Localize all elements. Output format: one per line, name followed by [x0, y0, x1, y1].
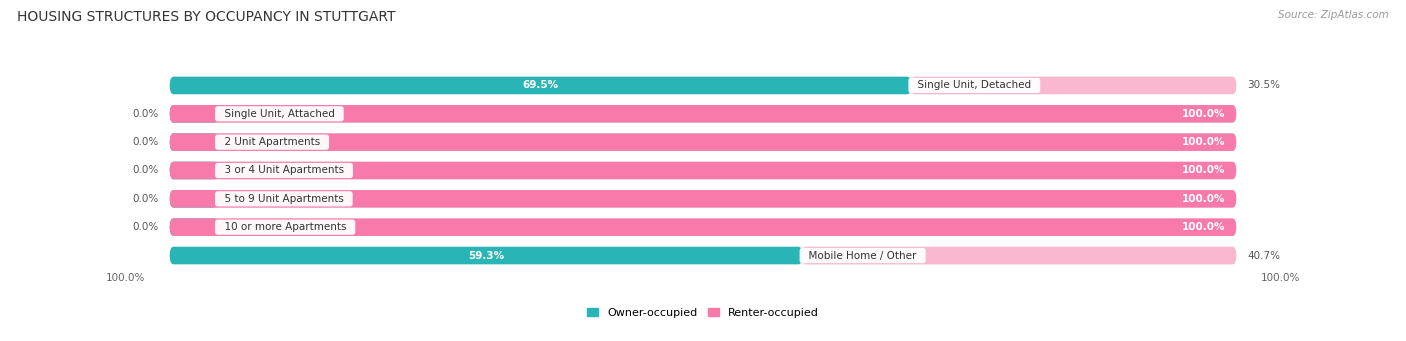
Text: 0.0%: 0.0% [132, 137, 159, 147]
Text: 100.0%: 100.0% [1182, 137, 1226, 147]
FancyBboxPatch shape [170, 162, 1236, 179]
FancyBboxPatch shape [170, 162, 218, 179]
FancyBboxPatch shape [170, 247, 803, 264]
FancyBboxPatch shape [170, 133, 218, 151]
FancyBboxPatch shape [170, 247, 1236, 264]
Text: 100.0%: 100.0% [1182, 165, 1226, 176]
Text: 59.3%: 59.3% [468, 251, 503, 261]
Text: 100.0%: 100.0% [1182, 222, 1226, 232]
Text: Single Unit, Attached: Single Unit, Attached [218, 109, 342, 119]
Text: 5 to 9 Unit Apartments: 5 to 9 Unit Apartments [218, 194, 350, 204]
Text: 10 or more Apartments: 10 or more Apartments [218, 222, 353, 232]
FancyBboxPatch shape [170, 133, 1236, 151]
Text: 30.5%: 30.5% [1247, 80, 1279, 90]
Text: 100.0%: 100.0% [1182, 109, 1226, 119]
FancyBboxPatch shape [170, 190, 1236, 208]
Text: 100.0%: 100.0% [1261, 273, 1301, 283]
Text: Source: ZipAtlas.com: Source: ZipAtlas.com [1278, 10, 1389, 20]
FancyBboxPatch shape [170, 190, 218, 208]
Text: 2 Unit Apartments: 2 Unit Apartments [218, 137, 326, 147]
Text: 0.0%: 0.0% [132, 165, 159, 176]
Text: 40.7%: 40.7% [1247, 251, 1279, 261]
Text: 100.0%: 100.0% [1182, 194, 1226, 204]
Text: 0.0%: 0.0% [132, 109, 159, 119]
FancyBboxPatch shape [170, 162, 1236, 179]
FancyBboxPatch shape [170, 105, 1236, 123]
FancyBboxPatch shape [170, 105, 1236, 123]
Text: Mobile Home / Other: Mobile Home / Other [803, 251, 924, 261]
Text: 69.5%: 69.5% [522, 80, 558, 90]
FancyBboxPatch shape [170, 218, 1236, 236]
Text: HOUSING STRUCTURES BY OCCUPANCY IN STUTTGART: HOUSING STRUCTURES BY OCCUPANCY IN STUTT… [17, 10, 395, 24]
FancyBboxPatch shape [170, 105, 218, 123]
FancyBboxPatch shape [170, 190, 1236, 208]
FancyBboxPatch shape [170, 218, 1236, 236]
FancyBboxPatch shape [170, 77, 911, 94]
FancyBboxPatch shape [170, 218, 218, 236]
FancyBboxPatch shape [911, 77, 1236, 94]
FancyBboxPatch shape [803, 247, 1236, 264]
Text: 3 or 4 Unit Apartments: 3 or 4 Unit Apartments [218, 165, 350, 176]
Text: 0.0%: 0.0% [132, 222, 159, 232]
Text: Single Unit, Detached: Single Unit, Detached [911, 80, 1038, 90]
Legend: Owner-occupied, Renter-occupied: Owner-occupied, Renter-occupied [582, 303, 824, 322]
Text: 100.0%: 100.0% [105, 273, 145, 283]
FancyBboxPatch shape [170, 133, 1236, 151]
Text: 0.0%: 0.0% [132, 194, 159, 204]
FancyBboxPatch shape [170, 77, 1236, 94]
